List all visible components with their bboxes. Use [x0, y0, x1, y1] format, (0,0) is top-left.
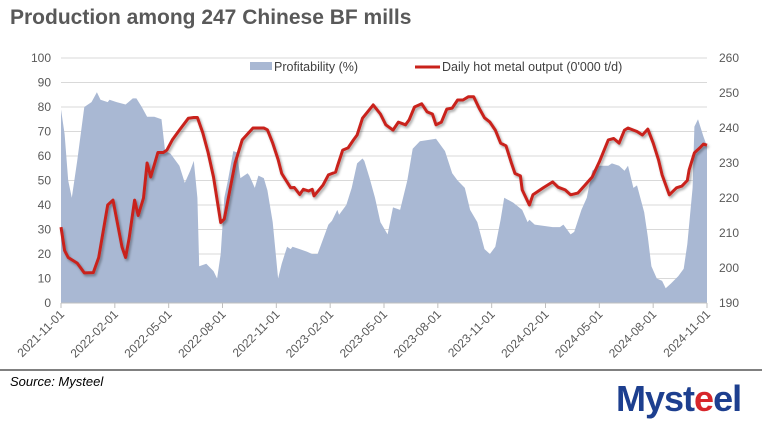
source-note: Source: Mysteel	[10, 374, 104, 389]
y-left-tick-label: 80	[38, 100, 52, 114]
x-tick-label: 2023-11-01	[445, 307, 498, 360]
y-left-tick-label: 50	[38, 174, 52, 188]
y-left-tick-label: 70	[38, 125, 52, 139]
x-tick-label: 2024-05-01	[552, 307, 606, 361]
x-tick-label: 2022-02-01	[68, 307, 122, 361]
x-tick-label: 2023-02-01	[283, 307, 337, 361]
y-left-tick-label: 90	[38, 76, 52, 90]
x-tick-label: 2022-11-01	[230, 307, 283, 360]
y-right-tick-label: 190	[719, 296, 739, 310]
logo-text-end: el	[713, 378, 742, 419]
x-tick-label: 2022-05-01	[121, 307, 175, 361]
x-tick-label: 2024-11-01	[660, 307, 713, 360]
profitability-area	[61, 92, 707, 303]
x-tick-label: 2023-05-01	[337, 307, 391, 361]
chart-title: Production among 247 Chinese BF mills	[10, 6, 412, 29]
y-left-tick-label: 20	[38, 247, 52, 261]
y-left-tick-label: 40	[38, 198, 52, 212]
x-tick-label: 2021-11-01	[14, 307, 67, 360]
y-right-tick-label: 230	[719, 156, 739, 170]
logo-text-accent: e	[694, 378, 714, 419]
logo-text: Myst	[616, 378, 695, 419]
y-right-tick-label: 250	[719, 86, 739, 100]
y-left-tick-label: 60	[38, 149, 52, 163]
y-left-tick-label: 100	[31, 51, 51, 65]
x-tick-label: 2023-08-01	[391, 307, 445, 361]
y-left-tick-label: 10	[38, 272, 52, 286]
legend-label-output: Daily hot metal output (0'000 t/d)	[442, 60, 622, 74]
x-tick-label: 2024-02-01	[498, 307, 552, 361]
mysteel-logo: Mysteel	[616, 378, 742, 420]
legend-swatch-profitability	[250, 62, 272, 70]
x-tick-label: 2024-08-01	[606, 307, 660, 361]
y-right-tick-label: 220	[719, 191, 739, 205]
y-right-tick-label: 210	[719, 226, 739, 240]
y-right-tick-label: 200	[719, 261, 739, 275]
y-left-tick-label: 30	[38, 223, 52, 237]
hot-metal-output-line	[59, 95, 708, 275]
x-tick-label: 2022-08-01	[175, 307, 229, 361]
y-right-tick-label: 240	[719, 121, 739, 135]
y-right-tick-label: 260	[719, 51, 739, 65]
legend-label-profitability: Profitability (%)	[274, 60, 358, 74]
y-left-tick-label: 0	[44, 296, 51, 310]
